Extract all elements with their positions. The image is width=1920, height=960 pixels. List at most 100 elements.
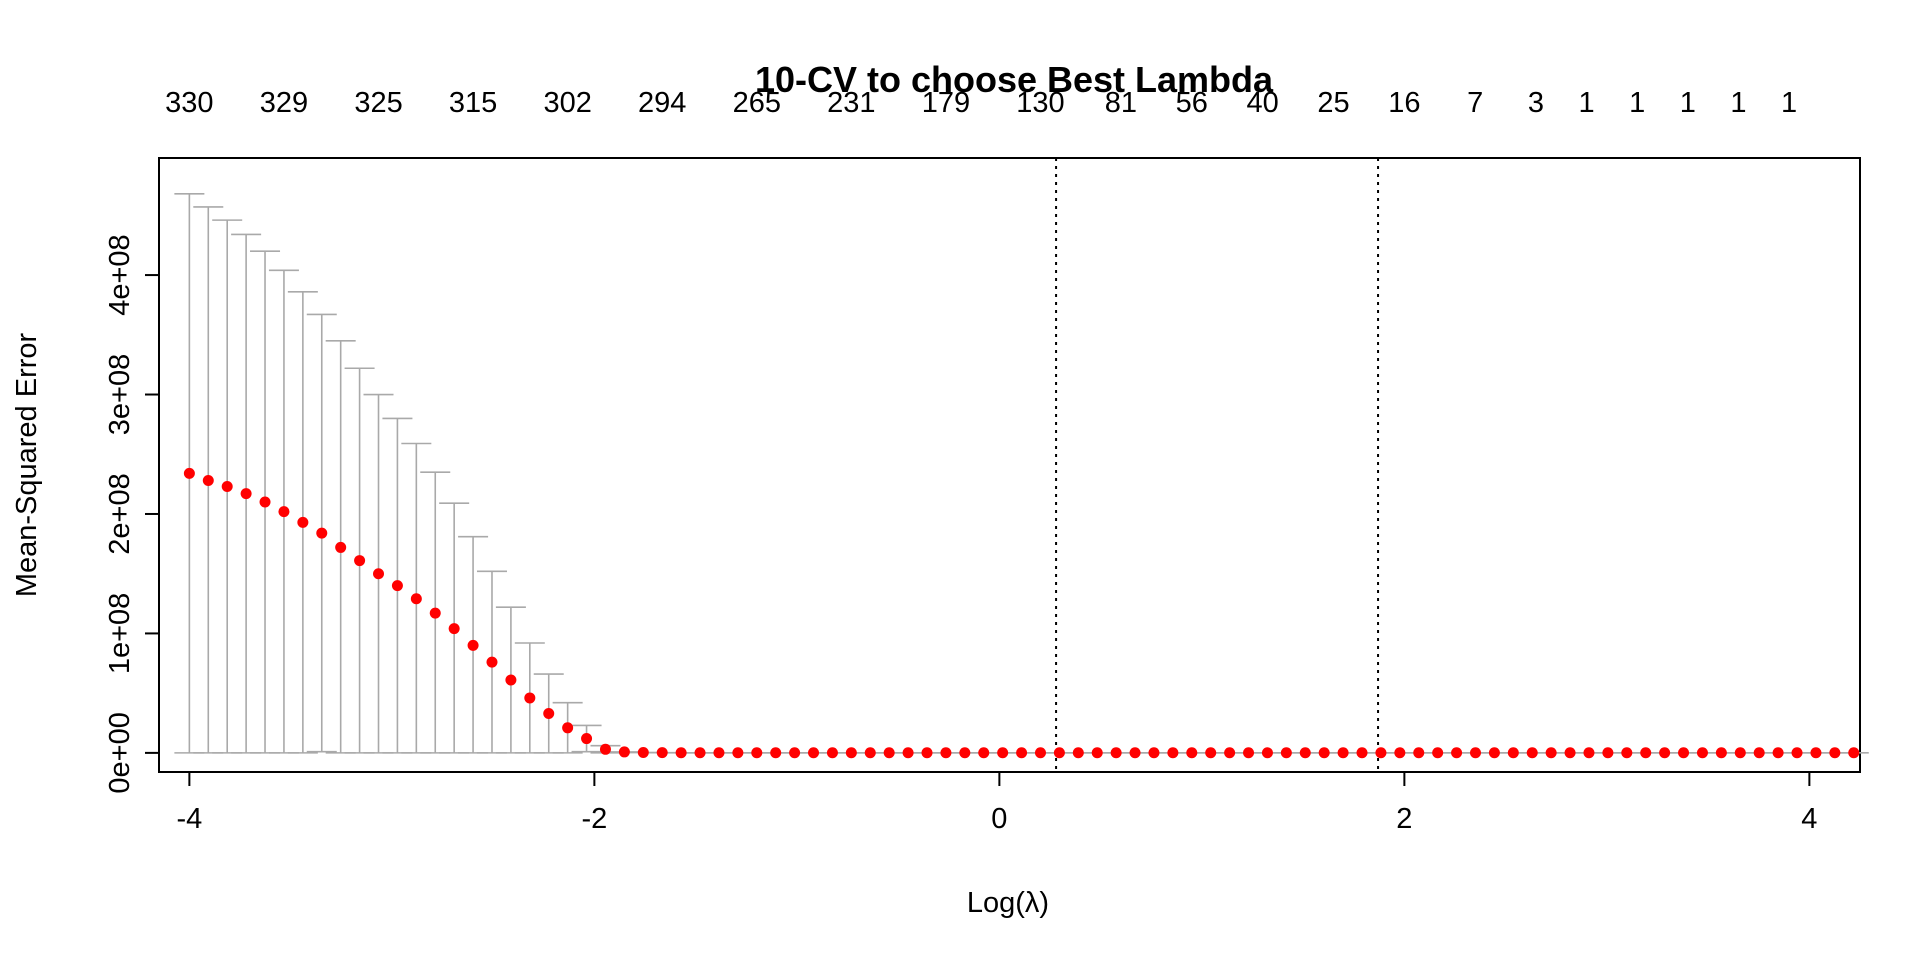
mse-point xyxy=(505,674,517,686)
mse-point xyxy=(808,747,820,759)
mse-point xyxy=(1299,747,1311,759)
mse-point xyxy=(1280,747,1292,759)
mse-point xyxy=(1167,747,1179,759)
mse-point xyxy=(1318,747,1330,759)
x-axis: -4 -2 0 2 4 xyxy=(176,771,1817,835)
mse-point xyxy=(1394,747,1406,759)
mse-point xyxy=(1734,747,1746,759)
mse-point xyxy=(864,747,876,759)
mse-point xyxy=(845,747,857,759)
top-count-label: 40 xyxy=(1246,87,1278,119)
y-axis: 0e+00 1e+08 2e+08 3e+08 4e+08 xyxy=(104,234,160,794)
mse-point xyxy=(202,475,214,487)
mse-point xyxy=(751,747,763,759)
error-bars xyxy=(174,193,1869,754)
top-count-label: 1 xyxy=(1730,87,1746,119)
selected-lambda-lines xyxy=(1055,158,1380,772)
mse-point xyxy=(1488,747,1500,759)
mse-point xyxy=(1810,747,1822,759)
mse-point xyxy=(486,656,498,668)
top-count-label: 179 xyxy=(922,87,970,119)
mse-point xyxy=(1602,747,1614,759)
mse-point xyxy=(1583,747,1595,759)
mse-point xyxy=(1469,747,1481,759)
mse-points xyxy=(183,467,1860,759)
mse-point xyxy=(524,692,536,704)
mse-point xyxy=(581,733,593,745)
mse-point xyxy=(429,607,441,619)
mse-point xyxy=(694,747,706,759)
mse-point xyxy=(1715,747,1727,759)
mse-point xyxy=(675,747,687,759)
x-tick-label: 2 xyxy=(1396,803,1412,835)
mse-point xyxy=(354,555,366,567)
mse-point xyxy=(1772,747,1784,759)
mse-point xyxy=(656,747,668,759)
mse-point xyxy=(448,623,460,635)
mse-point xyxy=(1659,747,1671,759)
mse-point xyxy=(467,639,479,651)
top-count-label: 56 xyxy=(1176,87,1208,119)
top-count-label: 25 xyxy=(1317,87,1349,119)
mse-point xyxy=(1016,747,1028,759)
x-axis-title: Log(λ) xyxy=(967,887,1049,919)
mse-point xyxy=(1034,747,1046,759)
mse-point xyxy=(562,722,574,734)
mse-point xyxy=(902,747,914,759)
top-count-label: 325 xyxy=(354,87,402,119)
top-count-label: 315 xyxy=(449,87,497,119)
y-axis-title: Mean-Squared Error xyxy=(11,332,43,597)
mse-point xyxy=(713,747,725,759)
mse-point xyxy=(1678,747,1690,759)
mse-point xyxy=(1053,747,1065,759)
top-count-label: 1 xyxy=(1680,87,1696,119)
top-count-label: 1 xyxy=(1579,87,1595,119)
mse-point xyxy=(1072,747,1084,759)
mse-point xyxy=(410,593,422,605)
x-tick-label: 4 xyxy=(1801,803,1817,835)
mse-point xyxy=(997,747,1009,759)
mse-point xyxy=(1432,747,1444,759)
top-count-label: 231 xyxy=(827,87,875,119)
mse-point xyxy=(1205,747,1217,759)
mse-point xyxy=(1621,747,1633,759)
mse-point xyxy=(183,467,195,479)
mse-point xyxy=(789,747,801,759)
mse-point xyxy=(1640,747,1652,759)
mse-point xyxy=(1791,747,1803,759)
top-count-label: 265 xyxy=(733,87,781,119)
y-tick-label: 0e+00 xyxy=(104,712,136,793)
top-count-label: 294 xyxy=(638,87,686,119)
top-count-label: 302 xyxy=(543,87,591,119)
top-axis-nonzero-counts: 330 329 325 315 302 294 265 231 179 130 81 56 40 25 16… xyxy=(165,87,1797,119)
mse-point xyxy=(1148,747,1160,759)
top-count-label: 81 xyxy=(1105,87,1137,119)
mse-point xyxy=(1356,747,1368,759)
mse-point xyxy=(599,743,611,755)
mse-point xyxy=(826,747,838,759)
mse-point xyxy=(637,747,649,759)
y-tick-label: 3e+08 xyxy=(104,354,136,435)
mse-point xyxy=(1848,747,1860,759)
mse-point xyxy=(618,746,630,758)
mse-point xyxy=(240,488,252,500)
mse-point xyxy=(316,527,328,539)
mse-point xyxy=(1337,747,1349,759)
mse-point xyxy=(1413,747,1425,759)
mse-point xyxy=(543,707,555,719)
top-count-label: 329 xyxy=(260,87,308,119)
y-tick-label: 1e+08 xyxy=(104,593,136,674)
mse-point xyxy=(297,516,309,528)
mse-point xyxy=(373,568,385,580)
mse-point xyxy=(259,496,271,508)
plot-frame xyxy=(158,157,1861,773)
mse-point xyxy=(770,747,782,759)
mse-point xyxy=(1091,747,1103,759)
mse-point xyxy=(1110,747,1122,759)
y-tick-label: 2e+08 xyxy=(104,473,136,554)
mse-point xyxy=(1507,747,1519,759)
mse-point xyxy=(978,747,990,759)
mse-point xyxy=(1243,747,1255,759)
top-count-label: 1 xyxy=(1781,87,1797,119)
